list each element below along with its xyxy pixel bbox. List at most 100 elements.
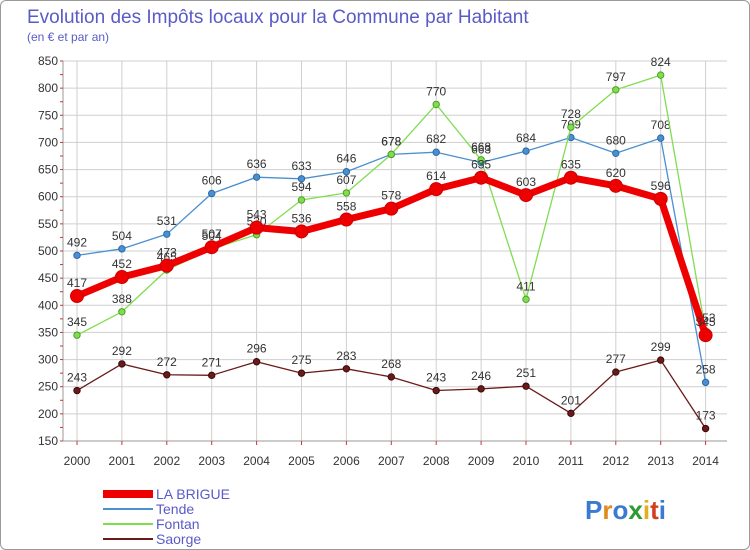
data-label-tende: 680 <box>606 133 626 147</box>
data-label-fontan: 678 <box>381 134 401 148</box>
data-label-fontan: 668 <box>471 140 491 154</box>
chart-title: Evolution des Impôts locaux pour la Comm… <box>27 7 529 28</box>
y-tick-label: 450 <box>38 271 58 285</box>
data-label-saorge: 299 <box>651 340 671 354</box>
data-label-fontan: 607 <box>336 173 356 187</box>
legend-label: Saorge <box>156 531 201 547</box>
data-label-fontan: 345 <box>67 315 87 329</box>
data-point-saorge <box>163 371 171 379</box>
x-axis: 2000 2001 2002 2003 2004 2005 2006 2007 2008 2009… <box>63 440 727 468</box>
data-point-saorge <box>342 365 351 373</box>
data-label-tende: 636 <box>247 157 267 171</box>
legend-label: Tende <box>156 501 194 517</box>
data-point-la-brigue <box>384 201 399 216</box>
data-point-fontan <box>477 156 485 164</box>
x-tick-label: 2012 <box>602 454 629 468</box>
data-point-tende <box>252 173 261 181</box>
y-tick-label: 750 <box>38 108 58 122</box>
logo-letter: t <box>650 495 659 525</box>
data-point-tende <box>342 168 351 176</box>
y-tick-label: 200 <box>38 407 58 421</box>
data-point-fontan <box>432 100 440 109</box>
data-point-la-brigue <box>563 170 578 185</box>
data-point-tende <box>73 251 81 260</box>
data-label-saorge: 277 <box>606 352 626 366</box>
data-label-saorge: 251 <box>516 366 536 380</box>
data-label-tende: 492 <box>67 235 87 249</box>
data-point-saorge <box>432 386 440 395</box>
logo-letter: o <box>612 495 628 525</box>
data-point-tende <box>118 245 126 253</box>
data-point-tende <box>432 148 440 156</box>
data-point-la-brigue <box>339 212 354 227</box>
y-tick-label: 550 <box>38 217 58 231</box>
data-label-saorge: 292 <box>112 344 132 358</box>
data-point-saorge <box>477 385 485 393</box>
x-tick-label: 2003 <box>198 454 225 468</box>
data-point-saorge <box>118 360 126 368</box>
x-tick-label: 2007 <box>378 454 405 468</box>
data-point-tende <box>612 149 620 157</box>
logo-text: Proxiti <box>585 495 666 525</box>
data-label-fontan: 594 <box>291 180 311 194</box>
data-point-saorge <box>297 369 306 377</box>
data-label-tende: 633 <box>291 159 311 173</box>
data-point-la-brigue <box>698 328 713 343</box>
data-label-saorge: 201 <box>561 393 581 407</box>
data-point-la-brigue <box>519 188 533 203</box>
data-label-saorge: 243 <box>67 371 87 385</box>
data-label-saorge: 283 <box>336 349 356 363</box>
data-point-fontan <box>297 196 306 204</box>
x-tick-label: 2005 <box>288 454 315 468</box>
data-point-fontan <box>342 189 351 197</box>
data-label-fontan: 388 <box>112 292 132 306</box>
data-point-tende <box>657 134 665 142</box>
x-tick-label: 2011 <box>558 454 584 468</box>
y-tick-label: 850 <box>38 54 58 68</box>
y-tick-label: 350 <box>38 325 58 339</box>
data-label-tende: 606 <box>202 173 222 187</box>
x-tick-label: 2013 <box>647 454 674 468</box>
data-point-saorge <box>701 424 710 433</box>
x-tick-label: 2002 <box>153 454 180 468</box>
data-point-la-brigue <box>249 220 264 235</box>
data-label-fontan: 770 <box>426 84 446 98</box>
data-label-saorge: 246 <box>471 369 491 383</box>
data-point-la-brigue <box>429 182 444 197</box>
x-tick-label: 2006 <box>333 454 360 468</box>
y-tick-label: 800 <box>38 81 58 95</box>
data-point-fontan <box>387 150 395 159</box>
data-point-tende <box>208 189 216 198</box>
data-label-la-brigue: 536 <box>291 211 311 225</box>
data-point-fontan <box>522 295 530 304</box>
data-point-tende <box>163 230 171 238</box>
data-label-saorge: 173 <box>696 409 716 423</box>
data-point-saorge <box>567 409 575 418</box>
x-tick-label: 2001 <box>109 454 136 468</box>
data-label-fontan: 797 <box>606 70 626 84</box>
x-tick-label: 2000 <box>64 454 91 468</box>
data-point-la-brigue <box>204 240 219 255</box>
y-axis: 150 200 250 300 350 400 450 500 550 600 650 700 750 8… <box>38 54 64 448</box>
data-point-saorge <box>208 371 216 380</box>
data-point-fontan <box>118 308 126 316</box>
data-label-fontan: 824 <box>651 55 671 69</box>
y-tick-label: 300 <box>38 353 58 367</box>
data-point-fontan <box>567 123 575 131</box>
data-label-la-brigue: 507 <box>202 227 222 241</box>
data-point-la-brigue <box>474 170 489 185</box>
data-label-la-brigue: 620 <box>606 166 626 180</box>
data-point-saorge <box>612 368 620 376</box>
data-label-fontan: 504 <box>202 229 222 243</box>
data-label-saorge: 296 <box>247 342 267 356</box>
data-label-la-brigue: 452 <box>112 257 132 271</box>
data-label-saorge: 271 <box>202 355 222 369</box>
data-label-tende: 504 <box>112 229 132 243</box>
data-label-tende: 708 <box>651 118 671 132</box>
data-point-la-brigue <box>294 224 309 239</box>
data-point-saorge <box>522 382 530 390</box>
data-point-tende <box>701 378 710 387</box>
data-label-la-brigue: 596 <box>651 179 671 193</box>
data-label-la-brigue: 417 <box>67 276 87 290</box>
